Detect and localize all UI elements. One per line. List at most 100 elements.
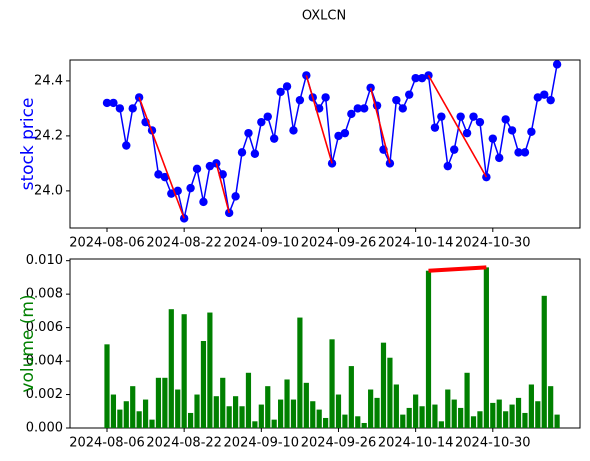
x-tick-label: 2024-08-22 <box>146 236 222 251</box>
price-point <box>269 134 279 143</box>
volume-bar <box>522 412 528 428</box>
volume-bar <box>117 409 123 428</box>
price-point <box>450 145 459 154</box>
volume-bar <box>509 404 515 428</box>
price-point <box>186 183 195 193</box>
price-point <box>128 104 137 113</box>
price-point <box>302 71 311 80</box>
x-tick-label: 2024-09-26 <box>301 236 377 251</box>
y-tick-label: 0.004 <box>26 354 63 369</box>
volume-bar <box>380 342 387 428</box>
price-point <box>552 60 562 69</box>
price-point <box>353 104 362 113</box>
price-point <box>443 161 452 171</box>
price-point <box>437 112 446 121</box>
volume-bar <box>496 399 502 428</box>
price-point <box>475 117 485 127</box>
price-point <box>540 90 549 99</box>
price-point <box>340 128 350 138</box>
price-point <box>527 127 536 136</box>
volume-bar <box>483 267 489 428</box>
price-point <box>192 164 202 174</box>
volume-bar <box>149 419 155 428</box>
volume-bar <box>425 270 432 428</box>
x-tick-label: 2024-10-30 <box>455 436 531 451</box>
price-point <box>392 95 401 105</box>
volume-bar <box>130 386 136 428</box>
volume-bar <box>528 384 534 428</box>
price-point <box>218 170 227 179</box>
price-point <box>334 131 343 141</box>
volume-bar <box>554 414 560 428</box>
volume-bar <box>438 421 444 428</box>
trend-segment <box>305 75 333 164</box>
volume-bar <box>348 366 354 428</box>
volume-bar <box>187 412 194 428</box>
price-point <box>102 98 112 108</box>
price-point <box>488 134 497 143</box>
price-point <box>282 82 292 91</box>
volume-bar <box>541 295 547 428</box>
volume-bar <box>136 411 142 428</box>
volume-bar <box>303 382 309 428</box>
price-point <box>205 161 215 171</box>
volume-bar <box>458 407 464 428</box>
trend-segment <box>138 97 185 219</box>
y-tick-label: 0.008 <box>26 287 63 302</box>
volume-bar <box>477 411 483 428</box>
x-tick-label: 2024-08-06 <box>69 236 145 251</box>
trend-segment <box>428 265 487 273</box>
price-point <box>501 115 510 124</box>
volume-bar <box>284 379 290 428</box>
price-point <box>173 186 182 196</box>
price-point <box>514 148 523 157</box>
price-point <box>154 170 163 179</box>
volume-bar <box>245 372 252 428</box>
price-point <box>546 95 555 105</box>
x-tick-label: 2024-09-10 <box>224 436 300 451</box>
volume-bar <box>175 389 181 428</box>
volume-bar <box>213 396 219 428</box>
volume-bar <box>239 406 245 428</box>
trend-segment <box>369 87 391 164</box>
x-tick-label: 2024-10-30 <box>455 236 531 251</box>
price-point <box>199 197 208 207</box>
volume-bar <box>342 414 348 428</box>
x-tick-label: 2024-08-06 <box>69 436 145 451</box>
price-point <box>321 93 330 102</box>
price-point <box>347 109 356 119</box>
trend-segment <box>427 75 488 178</box>
plot-frame <box>69 59 581 229</box>
price-point <box>430 123 440 132</box>
volume-bar <box>406 407 412 428</box>
price-point <box>533 93 543 102</box>
volume-bar <box>445 389 451 428</box>
volume-bar <box>168 309 174 428</box>
y-tick-label: 0.006 <box>26 320 63 335</box>
volume-bar <box>515 397 522 428</box>
volume-bar <box>310 401 316 428</box>
price-point <box>456 112 465 121</box>
volume-bar <box>548 386 554 428</box>
price-point <box>289 126 298 135</box>
volume-bar <box>361 422 367 428</box>
price-point <box>360 104 369 113</box>
x-tick-label: 2024-10-14 <box>378 236 454 251</box>
figure-title: OXLCN <box>302 9 346 24</box>
volume-bar <box>329 339 335 428</box>
price-point <box>263 112 272 121</box>
volume-bar <box>207 312 213 428</box>
volume-bar <box>393 384 399 428</box>
volume-bar <box>535 401 541 428</box>
price-point <box>295 95 305 105</box>
price-point <box>276 87 285 97</box>
volume-bar <box>220 377 226 428</box>
volume-bar <box>413 394 419 428</box>
volume-bar <box>464 372 470 428</box>
price-point <box>398 104 407 113</box>
volume-bar <box>503 411 509 428</box>
price-point <box>462 128 472 138</box>
volume-bar <box>194 394 200 428</box>
volume-bar <box>419 406 425 428</box>
